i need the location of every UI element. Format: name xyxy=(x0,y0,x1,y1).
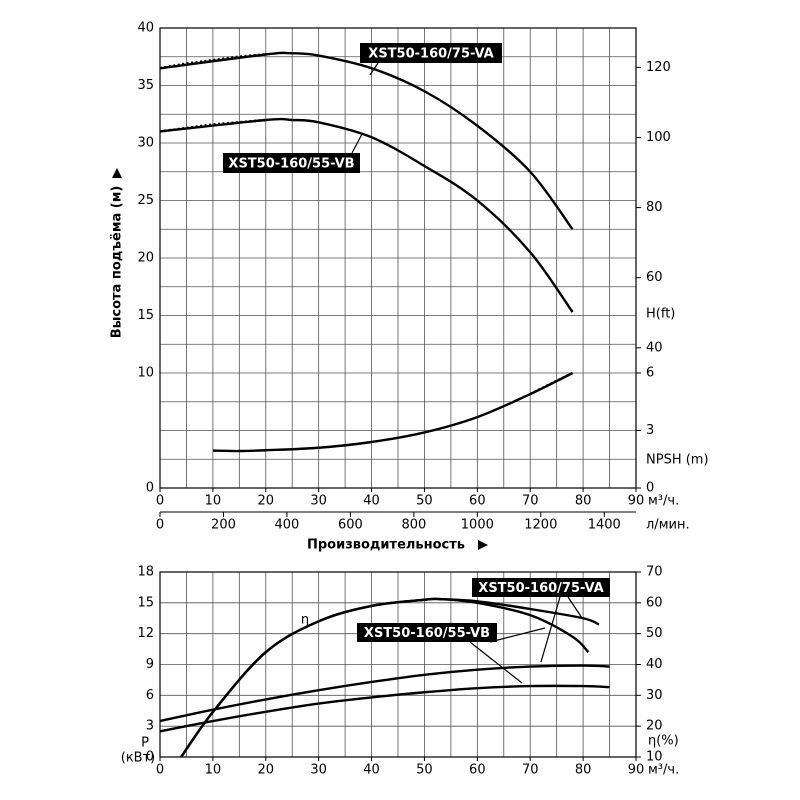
y2-tick-label: 60 xyxy=(646,270,663,285)
label-box xyxy=(360,43,502,63)
x2-tick-label: 1400 xyxy=(588,518,621,533)
y2-tick-label: 60 xyxy=(646,595,663,610)
x2-tick-label: 600 xyxy=(338,518,363,533)
x-tick-label: 10 xyxy=(205,494,222,509)
label-box xyxy=(223,153,360,173)
curve xyxy=(180,597,600,758)
x-tick-label: 50 xyxy=(416,494,433,509)
x-tick-label: 20 xyxy=(258,763,275,778)
x2-tick-label: 1200 xyxy=(524,518,557,533)
y-tick-label: 12 xyxy=(137,626,154,641)
x-tick-label: 0 xyxy=(156,494,164,509)
series-label: XST50-160/55-VB xyxy=(364,626,490,641)
y-tick-label: 30 xyxy=(137,136,154,151)
x-arrow xyxy=(478,540,488,550)
curve xyxy=(159,664,610,723)
x-tick-label: 10 xyxy=(205,763,222,778)
y2-tick-label: 80 xyxy=(646,200,663,215)
series-label: XST50-160/55-VB xyxy=(228,157,354,172)
plot-frame xyxy=(159,27,637,489)
y2-tick-label: 10 xyxy=(646,750,663,765)
x2-unit: л/мин. xyxy=(646,518,690,533)
y-title: Высота подъёма (м) xyxy=(110,186,125,339)
curve xyxy=(159,684,610,733)
x-tick-label: 50 xyxy=(416,763,433,778)
y2-tick-label: 30 xyxy=(646,688,663,703)
y-tick-label: 20 xyxy=(137,251,154,266)
x2-tick-label: 400 xyxy=(275,518,300,533)
x-tick-label: 90 xyxy=(628,763,645,778)
y-tick-label: 6 xyxy=(146,688,154,703)
y-tick-label: 40 xyxy=(137,21,154,36)
y-unit: (кВт) xyxy=(121,751,156,766)
y-tick-label: 35 xyxy=(137,78,154,93)
leader-line xyxy=(369,62,379,76)
x-tick-label: 30 xyxy=(310,494,327,509)
curve xyxy=(180,597,590,758)
series-label: XST50-160/75-VA xyxy=(478,581,603,596)
x-tick-label: 40 xyxy=(363,494,380,509)
curve xyxy=(159,117,574,313)
series-label: XST50-160/75-VA xyxy=(368,47,493,62)
x2-tick-label: 800 xyxy=(401,518,426,533)
x-tick-label: 0 xyxy=(156,763,164,778)
y2-tick-label: 70 xyxy=(646,565,663,580)
label-box xyxy=(357,623,497,642)
x2-tick-label: 0 xyxy=(156,518,164,533)
x-unit: м³/ч. xyxy=(648,763,679,778)
x-tick-label: 60 xyxy=(469,763,486,778)
eta-annotation: η xyxy=(301,613,309,628)
y2-title: H(ft) xyxy=(646,307,675,322)
y-arrow xyxy=(112,168,122,178)
curve xyxy=(159,51,574,230)
x-tick-label: 90 xyxy=(628,494,645,509)
x2-tick-label: 200 xyxy=(211,518,236,533)
y3-tick-label: 0 xyxy=(646,481,654,496)
y-tick-label: 3 xyxy=(146,719,154,734)
x-tick-label: 70 xyxy=(522,494,539,509)
y-tick-label: 0 xyxy=(146,750,154,765)
y-tick-label: 0 xyxy=(146,481,154,496)
x2-tick-label: 1000 xyxy=(461,518,494,533)
y-tick-label: 9 xyxy=(146,657,154,672)
y2-tick-label: 40 xyxy=(646,340,663,355)
y-tick-label: 25 xyxy=(137,193,154,208)
leader-line xyxy=(351,133,363,154)
x-tick-label: 80 xyxy=(575,763,592,778)
leader-line xyxy=(469,641,523,684)
label-box xyxy=(472,578,610,597)
x-unit: м³/ч. xyxy=(648,494,679,509)
y-tick-label: 15 xyxy=(137,308,154,323)
x-title: Производительность xyxy=(307,538,465,553)
leader-line xyxy=(567,596,583,619)
x-tick-label: 80 xyxy=(575,494,592,509)
x-tick-label: 60 xyxy=(469,494,486,509)
y-tick-label: 10 xyxy=(137,366,154,381)
x-tick-label: 40 xyxy=(363,763,380,778)
y2-tick-label: 40 xyxy=(646,657,663,672)
y-tick-label: 15 xyxy=(137,595,154,610)
x-tick-label: 30 xyxy=(310,763,327,778)
leader-line xyxy=(489,627,546,643)
y3-tick-label: 3 xyxy=(646,423,654,438)
x-tick-label: 70 xyxy=(522,763,539,778)
y3-tick-label: 6 xyxy=(646,366,654,381)
y2-tick-label: 20 xyxy=(646,719,663,734)
curve xyxy=(212,371,574,453)
y-tick-label: 18 xyxy=(137,565,154,580)
y-title: P xyxy=(141,736,149,751)
y2-tick-label: 120 xyxy=(646,60,671,75)
y3-title: NPSH (m) xyxy=(646,453,709,468)
x-tick-label: 20 xyxy=(258,494,275,509)
y2-tick-label: 50 xyxy=(646,626,663,641)
y2-title: η(%) xyxy=(648,734,679,749)
y2-tick-label: 100 xyxy=(646,130,671,145)
leader-line xyxy=(540,596,561,663)
